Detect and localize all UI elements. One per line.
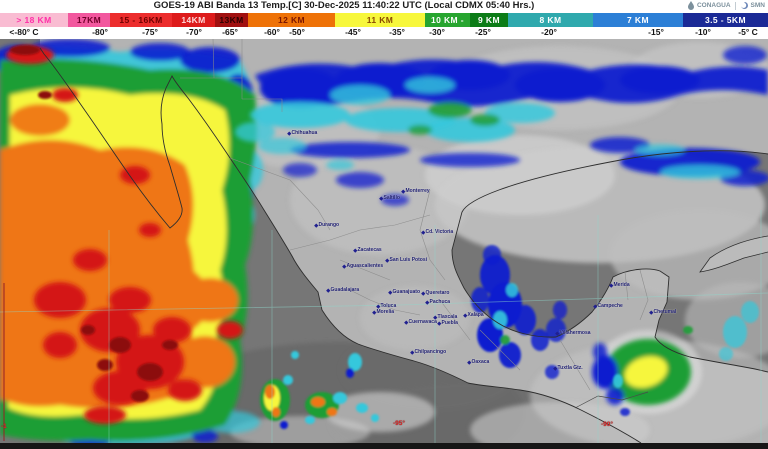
city-label: Saltillo bbox=[379, 196, 400, 201]
annotation-layer: -1 -95° -90° bbox=[0, 39, 768, 443]
smn-spiral-icon bbox=[740, 2, 748, 9]
chiapas-storm bbox=[592, 301, 759, 416]
pacific-convective-cells bbox=[260, 351, 379, 429]
city-label: Merida bbox=[609, 283, 630, 288]
temperature-tick: -65° bbox=[222, 27, 238, 37]
legend-segment: 15 - 16KM bbox=[110, 13, 172, 27]
temperature-tick: -15° bbox=[648, 27, 664, 37]
page-title: GOES-19 ABI Banda 13 Temp.[C] 30-Dec-202… bbox=[153, 0, 535, 11]
city-label: Queretaro bbox=[421, 291, 449, 296]
smn-logo: SMN bbox=[740, 1, 765, 10]
temperature-tick: -75° bbox=[142, 27, 158, 37]
city-label: Tlaxcala bbox=[433, 315, 457, 320]
conagua-label: CONAGUA bbox=[696, 2, 731, 9]
conagua-drop-icon bbox=[687, 1, 694, 10]
city-label: Durango bbox=[314, 223, 339, 228]
red-coordinate-label: -1 bbox=[1, 423, 7, 430]
city-label: Morelia bbox=[372, 310, 394, 315]
temperature-tick: <-80° C bbox=[9, 27, 39, 37]
city-layer: Chihuahua Monterrey Saltillo Durango Cd. Vic… bbox=[0, 39, 768, 443]
satellite-map: Chihuahua Monterrey Saltillo Durango Cd. Vic… bbox=[0, 39, 768, 443]
legend-segment: 12 KM bbox=[248, 13, 335, 27]
legend-segment: > 18 KM bbox=[0, 13, 68, 27]
temperature-tick: -5° C bbox=[738, 27, 758, 37]
cuba-coastline bbox=[699, 235, 768, 273]
state-borders bbox=[180, 39, 649, 391]
legend-segment: 8 KM bbox=[508, 13, 593, 27]
graticule bbox=[0, 210, 768, 443]
city-label: Guadalajara bbox=[326, 288, 359, 293]
legend-segment: 7 KM bbox=[593, 13, 683, 27]
satellite-imagery bbox=[0, 39, 768, 443]
veracruz-cloud-cluster bbox=[471, 245, 567, 379]
temperature-tick: -50° bbox=[289, 27, 305, 37]
city-label: Tuxtla Gtz. bbox=[553, 366, 583, 371]
temperature-scale: <-80° C -80° -75° -70° -65° -60° -50° -45° -35° -… bbox=[0, 27, 768, 39]
temperature-tick: -10° bbox=[695, 27, 711, 37]
city-label: Campeche bbox=[593, 304, 623, 309]
city-label: San Luis Potosi bbox=[385, 258, 427, 263]
gulf-cloud-layer bbox=[230, 135, 768, 443]
legend-segment: 13KM bbox=[215, 13, 248, 27]
city-label: Pachuca bbox=[425, 300, 450, 305]
city-label: Villahermosa bbox=[555, 331, 591, 336]
bottom-frame-bar bbox=[0, 443, 768, 449]
temperature-tick: -45° bbox=[345, 27, 361, 37]
smn-label: SMN bbox=[750, 2, 765, 9]
city-label: Chetumal bbox=[649, 310, 676, 315]
northern-jet-band bbox=[235, 46, 768, 206]
title-bar: GOES-19 ABI Banda 13 Temp.[C] 30-Dec-202… bbox=[0, 0, 768, 13]
legend-segment: 10 KM - bbox=[425, 13, 470, 27]
west-storm-system bbox=[0, 39, 263, 443]
temperature-tick: -25° bbox=[475, 27, 491, 37]
legend-segment: 11 KM bbox=[335, 13, 425, 27]
temperature-tick: -70° bbox=[186, 27, 202, 37]
temperature-tick: -80° bbox=[92, 27, 108, 37]
legend-segment: 9 KM bbox=[470, 13, 508, 27]
city-label: Xalapa bbox=[463, 313, 484, 318]
city-label: Cd. Victoria bbox=[421, 230, 453, 235]
city-label: Cuernavaca bbox=[404, 320, 437, 325]
west-storm-overshooting-tops bbox=[10, 45, 178, 402]
conagua-logo: CONAGUA bbox=[687, 1, 731, 10]
temperature-tick: -20° bbox=[541, 27, 557, 37]
city-label: Puebla bbox=[437, 321, 458, 326]
temperature-tick: -35° bbox=[389, 27, 405, 37]
city-label: Aguascalientes bbox=[342, 264, 383, 269]
city-label: Monterrey bbox=[401, 189, 430, 194]
city-label: Chilpancingo bbox=[410, 350, 446, 355]
legend-segment: 14KM bbox=[172, 13, 215, 27]
legend-bar: > 18 KM 17KM 15 - 16KM 14KM 13KM 12 KM 11 KM 10… bbox=[0, 13, 768, 27]
city-label: Oaxaca bbox=[467, 360, 489, 365]
logo-divider bbox=[734, 1, 736, 10]
temperature-tick: -30° bbox=[429, 27, 445, 37]
red-coordinate-label: -90° bbox=[601, 421, 613, 428]
city-label: Zacatecas bbox=[353, 248, 382, 253]
legend-segment: 3.5 - 5KM bbox=[683, 13, 768, 27]
legend-segment: 17KM bbox=[68, 13, 110, 27]
agency-logos: CONAGUA SMN bbox=[687, 1, 765, 10]
red-coordinate-label: -95° bbox=[393, 420, 405, 427]
city-label: Guanajuato bbox=[388, 290, 420, 295]
temperature-tick: -60° bbox=[264, 27, 280, 37]
guatemala-border bbox=[574, 391, 649, 409]
city-label: Chihuahua bbox=[287, 131, 317, 136]
city-label: Toluca bbox=[376, 304, 396, 309]
